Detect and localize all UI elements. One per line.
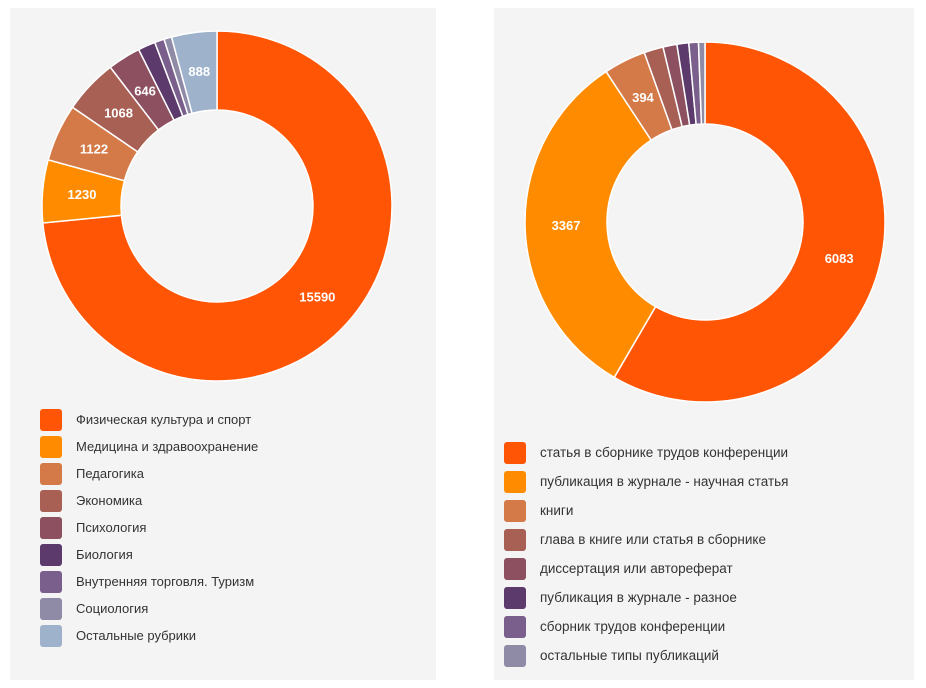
legend-swatch (504, 441, 526, 464)
slice-data-label: 888 (188, 64, 210, 79)
donut-slice[interactable] (613, 41, 886, 403)
legend-label: Экономика (76, 493, 143, 508)
legend-swatch (504, 615, 526, 638)
legend-label: книги (540, 503, 574, 518)
legend-label: Социология (76, 601, 149, 616)
legend-label: Медицина и здравоохранение (76, 439, 259, 454)
legend-swatch (40, 516, 62, 539)
legend-rubrics: Физическая культура и спорт Медицина и з… (40, 406, 258, 649)
slice-data-label: 394 (632, 90, 654, 105)
donut-slice[interactable] (524, 70, 657, 379)
legend-item[interactable]: Психология (40, 514, 258, 541)
legend-swatch (40, 462, 62, 485)
legend-label: глава в книге или статья в сборнике (540, 532, 766, 547)
legend-label: публикация в журнале - научная статья (540, 474, 789, 489)
legend-item[interactable]: Педагогика (40, 460, 258, 487)
legend-swatch (40, 597, 62, 620)
slice-data-label: 15590 (299, 290, 335, 305)
legend-label: статья в сборнике трудов конференции (540, 445, 789, 460)
legend-publication-types: статья в сборнике трудов конференции пуб… (504, 438, 789, 670)
slice-data-label: 1068 (104, 105, 133, 120)
legend-label: Остальные рубрики (76, 628, 196, 643)
slice-data-label: 1230 (68, 187, 97, 202)
legend-item[interactable]: сборник трудов конференции (504, 612, 789, 641)
legend-item[interactable]: статья в сборнике трудов конференции (504, 438, 789, 467)
legend-label: Внутренняя торговля. Туризм (76, 574, 255, 589)
slice-data-label: 646 (134, 84, 156, 99)
chart-panel-rubrics: 15590 1230 1122 1068 646 888 Физическая культ… (10, 8, 436, 680)
legend-swatch (504, 470, 526, 493)
slice-data-label: 6083 (825, 251, 854, 266)
legend-swatch (40, 489, 62, 512)
legend-item[interactable]: Биология (40, 541, 258, 568)
legend-swatch (504, 528, 526, 551)
legend-item[interactable]: Социология (40, 595, 258, 622)
legend-swatch (504, 644, 526, 667)
legend-label: сборник трудов конференции (540, 619, 726, 634)
legend-item[interactable]: Экономика (40, 487, 258, 514)
legend-swatch (40, 435, 62, 458)
legend-item[interactable]: Внутренняя торговля. Туризм (40, 568, 258, 595)
legend-item[interactable]: публикация в журнале - разное (504, 583, 789, 612)
donut-slice[interactable] (697, 41, 706, 125)
legend-swatch (504, 499, 526, 522)
legend-item[interactable]: книги (504, 496, 789, 525)
legend-label: Биология (76, 547, 133, 562)
legend-label: Педагогика (76, 466, 144, 481)
legend-label: Психология (76, 520, 147, 535)
legend-item[interactable]: Физическая культура и спорт (40, 406, 258, 433)
donut-slice[interactable] (42, 30, 393, 382)
legend-label: Физическая культура и спорт (76, 412, 252, 427)
legend-item[interactable]: глава в книге или статья в сборнике (504, 525, 789, 554)
legend-swatch (504, 557, 526, 580)
legend-item[interactable]: Остальные рубрики (40, 622, 258, 649)
legend-label: остальные типы публикаций (540, 648, 719, 663)
legend-item[interactable]: публикация в журнале - научная статья (504, 467, 789, 496)
legend-label: публикация в журнале - разное (540, 590, 737, 605)
legend-swatch (40, 408, 62, 431)
legend-item[interactable]: Медицина и здравоохранение (40, 433, 258, 460)
donut-slice[interactable] (170, 30, 218, 115)
legend-label: диссертация или автореферат (540, 561, 733, 576)
legend-item[interactable]: остальные типы публикаций (504, 641, 789, 670)
chart-panel-publication-types: 6083 3367 394 статья в сборнике трудов кон… (494, 8, 914, 680)
slice-data-label: 3367 (552, 218, 581, 233)
legend-swatch (504, 586, 526, 609)
slice-data-label: 1122 (80, 142, 108, 157)
legend-swatch (40, 570, 62, 593)
donut-chart-publication-types: 6083 3367 394 (524, 41, 886, 403)
legend-item[interactable]: диссертация или автореферат (504, 554, 789, 583)
legend-swatch (40, 543, 62, 566)
legend-swatch (40, 624, 62, 647)
